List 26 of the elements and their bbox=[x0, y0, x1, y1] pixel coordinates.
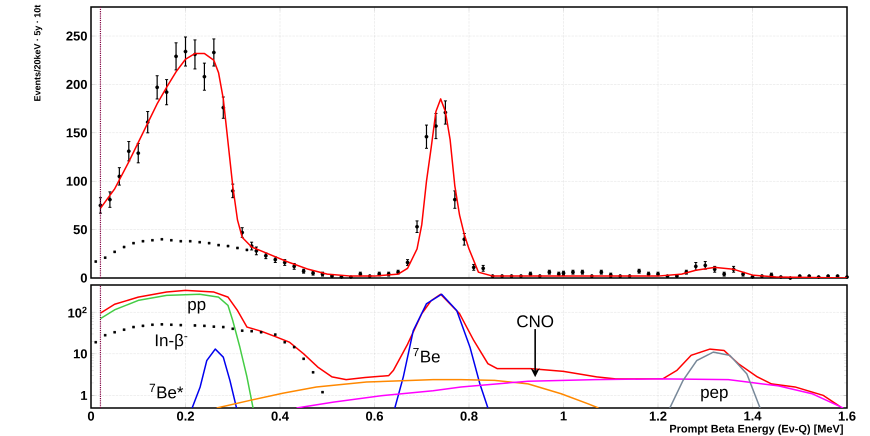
x-tick-label: 1.2 bbox=[650, 412, 666, 421]
series-label: In-β$^{-}$ bbox=[156, 334, 188, 350]
series-label: pp bbox=[188, 300, 206, 314]
x-tick-label: 0.6 bbox=[366, 412, 384, 421]
annotation: CNO bbox=[517, 315, 554, 328]
x-tick-label: 0.2 bbox=[177, 412, 194, 421]
x-tick-label: 1.4 bbox=[744, 412, 762, 420]
y-axis-title: Events/20keV · 5y · 10t bbox=[34, 4, 42, 101]
y-tick-label: 150 bbox=[66, 128, 87, 138]
x-tick-label: 1 bbox=[560, 412, 567, 420]
x-tick-label: 0 bbox=[88, 412, 94, 421]
y-tick-label: 1 bbox=[81, 391, 88, 400]
y-tick-label: 200 bbox=[66, 80, 87, 90]
y-tick-label: 250 bbox=[66, 31, 87, 41]
y-tick-label: 10$^{2}$ bbox=[68, 306, 87, 318]
y-tick-label: 100 bbox=[66, 176, 87, 186]
series-label: pep bbox=[701, 388, 728, 402]
series-label: $^{7}$Be bbox=[413, 348, 440, 363]
y-tick-label: 0 bbox=[80, 273, 87, 283]
x-tick-label: 0.4 bbox=[272, 412, 289, 421]
x-axis-title: Prompt Beta Energy (Eν-Q) [MeV] bbox=[670, 424, 843, 435]
y-tick-label: 50 bbox=[73, 225, 87, 234]
series-label: $^{7}$Be* bbox=[150, 384, 184, 398]
y-tick-label: 10 bbox=[74, 349, 87, 358]
x-tick-label: 1.6 bbox=[838, 412, 856, 421]
x-tick-label: 0.8 bbox=[460, 412, 478, 421]
